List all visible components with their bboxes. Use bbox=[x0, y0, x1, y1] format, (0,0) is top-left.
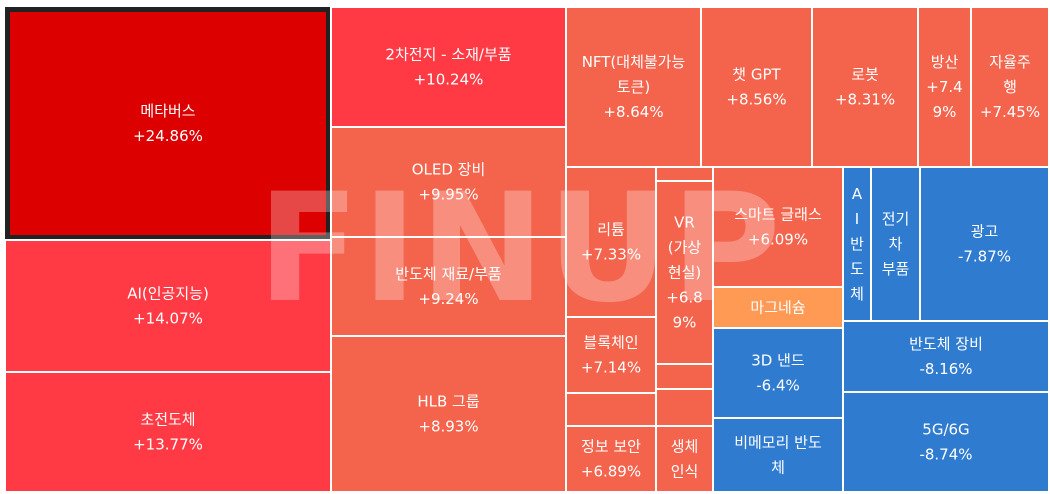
treemap-tile-3D-낸드[interactable] bbox=[712, 327, 844, 419]
treemap-tile-NFT-대체불가능토큰[interactable] bbox=[565, 6, 702, 168]
treemap-tile-HLB-그룹[interactable] bbox=[330, 335, 567, 493]
treemap-tile-초전도체[interactable] bbox=[4, 371, 332, 493]
tile-label-AI-인공지능-0: AI(인공지능) bbox=[127, 285, 209, 303]
tile-label-리튬-1: +7.33% bbox=[581, 246, 641, 264]
treemap-tile-filler-29 bbox=[565, 392, 657, 427]
tile-label-방산-0: 방산 bbox=[931, 53, 959, 71]
tile-label-로봇-1: +8.31% bbox=[835, 91, 895, 109]
treemap-tile-메타버스[interactable] bbox=[4, 6, 332, 241]
tile-label-방산-2: 9% bbox=[933, 103, 957, 121]
watermark-logo: FINUP bbox=[257, 162, 783, 336]
treemap-tile-AI-반도체[interactable] bbox=[842, 166, 872, 322]
tile-label-AI-반도체-2: 반 bbox=[850, 235, 864, 253]
tile-label-자율주행-2: +7.45% bbox=[980, 103, 1040, 121]
tile-label-5G-6G-1: -8.74% bbox=[919, 446, 972, 464]
treemap-tile-로봇[interactable] bbox=[811, 6, 919, 168]
tile-label-비메모리-반도체-1: 체 bbox=[771, 459, 785, 477]
tile-label-반도체-장비-1: -8.16% bbox=[919, 360, 972, 378]
tile-label-초전도체-0: 초전도체 bbox=[140, 411, 195, 429]
treemap-tile-스마트-글래스[interactable] bbox=[712, 166, 844, 288]
tile-label-반도체-재료-부품-1: +9.24% bbox=[418, 290, 478, 308]
tile-label-VR-가상현실-3: +6.8 bbox=[666, 289, 702, 307]
tile-label-챗-GPT-1: +8.56% bbox=[726, 91, 786, 109]
treemap-tile-광고[interactable] bbox=[919, 166, 1050, 322]
tile-label-OLED-장비-0: OLED 장비 bbox=[412, 161, 486, 179]
tile-label-광고-0: 광고 bbox=[971, 223, 999, 241]
tile-label-AI-인공지능-1: +14.07% bbox=[133, 310, 203, 328]
treemap-tile-VR-가상현실[interactable] bbox=[655, 180, 714, 365]
tile-label-메타버스-0: 메타버스 bbox=[140, 102, 195, 120]
tile-label-VR-가상현실-0: VR bbox=[674, 214, 695, 232]
tile-label-AI-반도체-1: I bbox=[855, 210, 859, 228]
tile-label-로봇-0: 로봇 bbox=[851, 66, 879, 84]
tile-label-VR-가상현실-1: (가상 bbox=[668, 239, 702, 257]
tile-label-전기차-부품-2: 부품 bbox=[882, 260, 910, 278]
tile-label-3D-낸드-0: 3D 낸드 bbox=[751, 352, 805, 370]
treemap-tiles bbox=[4, 6, 1050, 493]
tile-label-반도체-장비-0: 반도체 장비 bbox=[909, 335, 983, 353]
tile-label-마그네슘-0: 마그네슘 bbox=[750, 299, 805, 317]
tile-label-블록체인-1: +7.14% bbox=[581, 359, 641, 377]
treemap-tile-정보-보안[interactable] bbox=[565, 425, 657, 493]
treemap-tile-반도체-재료-부품[interactable] bbox=[330, 236, 567, 337]
treemap-tile-챗-GPT[interactable] bbox=[700, 6, 813, 168]
tile-label-AI-반도체-0: A bbox=[852, 185, 863, 203]
treemap-tile-AI-인공지능[interactable] bbox=[4, 239, 332, 373]
tile-label-블록체인-0: 블록체인 bbox=[583, 334, 638, 352]
tile-label-AI-반도체-4: 체 bbox=[850, 285, 864, 303]
treemap-tile-자율주행[interactable] bbox=[970, 6, 1050, 168]
tile-label-정보-보안-0: 정보 보안 bbox=[581, 438, 641, 456]
tile-label-스마트-글래스-0: 스마트 글래스 bbox=[734, 206, 822, 224]
treemap-tile-filler-26 bbox=[655, 166, 714, 182]
treemap-tile-생체인식[interactable] bbox=[655, 425, 714, 493]
tile-label-초전도체-1: +13.77% bbox=[133, 436, 203, 454]
treemap-tile-방산[interactable] bbox=[917, 6, 972, 168]
tile-label-3D-낸드-1: -6.4% bbox=[756, 377, 800, 395]
tile-label-2차전지-소재-부품-1: +10.24% bbox=[414, 71, 484, 89]
tile-label-광고-1: -7.87% bbox=[958, 248, 1011, 266]
treemap-tile-블록체인[interactable] bbox=[565, 316, 657, 394]
tile-label-정보-보안-1: +6.89% bbox=[581, 463, 641, 481]
tile-label-자율주행-0: 자율주 bbox=[989, 53, 1030, 71]
tile-label-챗-GPT-0: 챗 GPT bbox=[732, 66, 781, 84]
tile-label-HLB-그룹-1: +8.93% bbox=[418, 418, 478, 436]
tile-label-5G-6G-0: 5G/6G bbox=[922, 421, 969, 439]
tile-label-리튬-0: 리튬 bbox=[597, 221, 625, 239]
treemap-tile-2차전지-소재-부품[interactable] bbox=[330, 6, 567, 128]
tile-label-NFT-대체불가능토큰-0: NFT(대체불가능 bbox=[582, 53, 686, 71]
treemap-tile-반도체-장비[interactable] bbox=[842, 320, 1050, 393]
tile-label-VR-가상현실-2: 현실) bbox=[668, 264, 701, 282]
selected-tile-outline bbox=[5, 7, 331, 240]
tile-label-전기차-부품-1: 차 bbox=[889, 235, 903, 253]
tile-label-생체인식-0: 생체 bbox=[671, 438, 699, 456]
tile-label-자율주행-1: 행 bbox=[1003, 78, 1017, 96]
treemap-tile-5G-6G[interactable] bbox=[842, 391, 1050, 493]
tile-label-전기차-부품-0: 전기 bbox=[882, 210, 910, 228]
tile-label-반도체-재료-부품-0: 반도체 재료/부품 bbox=[395, 265, 501, 283]
tile-label-HLB-그룹-0: HLB 그룹 bbox=[417, 393, 479, 411]
treemap-tile-filler-27 bbox=[655, 363, 714, 390]
tile-label-스마트-글래스-1: +6.09% bbox=[748, 231, 808, 249]
tile-label-AI-반도체-3: 도 bbox=[850, 260, 864, 278]
tile-label-VR-가상현실-4: 9% bbox=[673, 314, 697, 332]
tile-label-비메모리-반도체-0: 비메모리 반도 bbox=[734, 434, 822, 452]
treemap-labels: 메타버스 +24.86% AI(인공지능) +14.07% 초전도체 +13.77% 2차전… bbox=[127, 46, 1040, 481]
tile-label-방산-1: +7.4 bbox=[926, 78, 962, 96]
tile-label-NFT-대체불가능토큰-2: +8.64% bbox=[603, 103, 663, 121]
treemap-tile-filler-28 bbox=[655, 388, 714, 427]
treemap-tile-비메모리-반도체[interactable] bbox=[712, 417, 844, 493]
tile-label-OLED-장비-1: +9.95% bbox=[418, 186, 478, 204]
tile-label-2차전지-소재-부품-0: 2차전지 - 소재/부품 bbox=[385, 46, 511, 64]
tile-label-메타버스-1: +24.86% bbox=[133, 127, 203, 145]
tile-label-생체인식-1: 인식 bbox=[671, 463, 699, 481]
tile-label-NFT-대체불가능토큰-1: 토큰) bbox=[617, 78, 650, 96]
